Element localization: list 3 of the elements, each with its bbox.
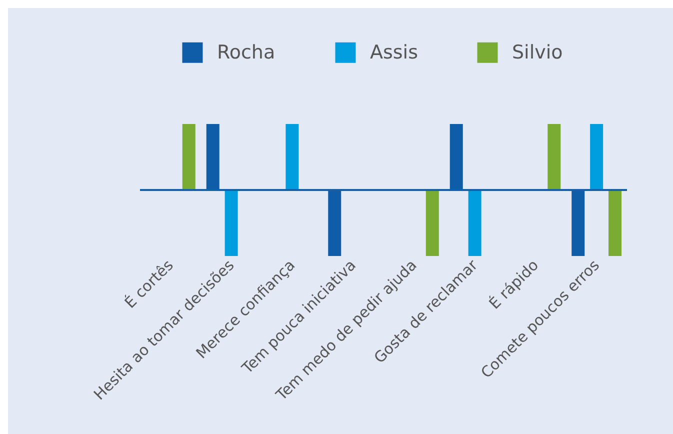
legend-label: Rocha	[217, 42, 276, 64]
legend-label: Assis	[370, 42, 418, 64]
legend-label: Silvio	[512, 42, 563, 64]
